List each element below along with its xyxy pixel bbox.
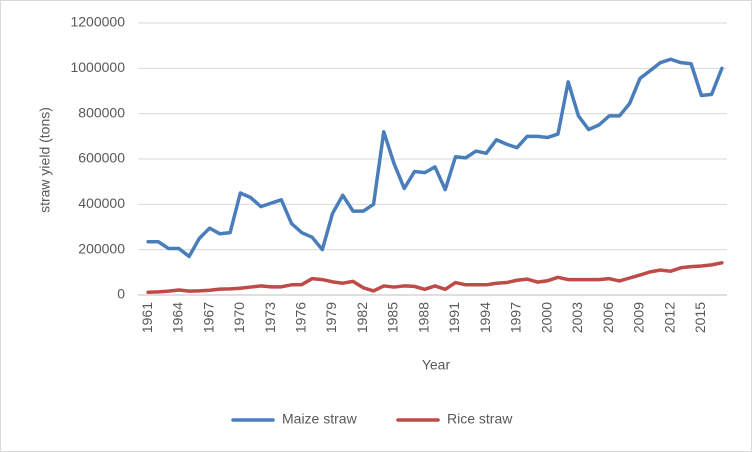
legend-label: Rice straw xyxy=(447,411,513,427)
x-tick-label: 1970 xyxy=(231,302,247,333)
y-tick-label: 200000 xyxy=(78,240,125,256)
x-tick-label: 2000 xyxy=(538,302,554,333)
y-tick-label: 0 xyxy=(117,286,125,302)
y-axis-title: straw yield (tons) xyxy=(37,107,53,213)
x-tick-label: 1964 xyxy=(170,302,186,333)
x-tick-label: 1997 xyxy=(508,302,524,333)
x-tick-label: 2006 xyxy=(600,302,616,333)
line-series xyxy=(146,57,724,259)
x-tick-label: 1967 xyxy=(200,302,216,333)
x-tick-label: 2015 xyxy=(692,302,708,333)
x-tick-label: 1979 xyxy=(323,302,339,333)
x-axis-title: Year xyxy=(422,357,451,373)
x-tick-label: 1961 xyxy=(139,302,155,333)
line-series xyxy=(146,261,724,295)
x-tick-label: 1991 xyxy=(446,302,462,333)
y-tick-label: 1200000 xyxy=(70,14,125,30)
x-tick-label: 2012 xyxy=(661,302,677,333)
x-tick-label: 1973 xyxy=(262,302,278,333)
y-tick-label: 400000 xyxy=(78,195,125,211)
legend-label: Maize straw xyxy=(282,411,358,427)
x-tick-label: 2003 xyxy=(569,302,585,333)
x-tick-label: 1988 xyxy=(415,302,431,333)
x-tick-label: 1982 xyxy=(354,302,370,333)
y-tick-label: 1000000 xyxy=(70,59,125,75)
x-tick-label: 2009 xyxy=(631,302,647,333)
x-tick-label: 1994 xyxy=(477,302,493,333)
x-tick-label: 1985 xyxy=(385,302,401,333)
x-tick-label: 1976 xyxy=(293,302,309,333)
y-tick-label: 600000 xyxy=(78,150,125,166)
y-tick-label: 800000 xyxy=(78,104,125,120)
